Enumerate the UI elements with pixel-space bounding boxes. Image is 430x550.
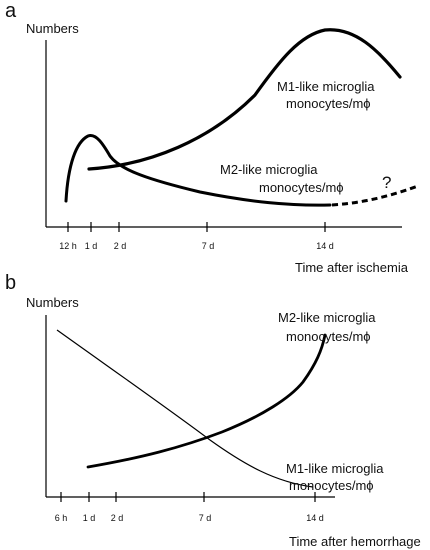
panel-a-m2-dashed-continuation — [331, 184, 419, 207]
panel-b-m1-label-line2: monocytes/mϕ — [289, 478, 374, 493]
panel-b-tick-label: 14 d — [306, 513, 324, 523]
panel-b: b Numbers 6 h 1 d 2 d 7 d 14 d Time afte… — [5, 272, 421, 549]
panel-a-letter: a — [5, 0, 17, 22]
panel-a-tick-label: 1 d — [85, 241, 98, 251]
panel-b-tick-label: 7 d — [199, 513, 212, 523]
panel-a-m2-label-line1: M2-like microglia — [220, 162, 318, 177]
panel-b-m1-label-line1: M1-like microglia — [286, 461, 384, 476]
panel-b-tick-label: 1 d — [83, 513, 96, 523]
panel-b-m2-label-line1: M2-like microglia — [278, 310, 376, 325]
panel-b-y-axis-label: Numbers — [26, 295, 79, 310]
panel-a-m1-curve — [87, 28, 402, 171]
panel-a: a Numbers 12 h 1 d 2 d 7 d 14 d Time aft… — [5, 0, 419, 275]
panel-b-m2-curve — [86, 333, 327, 469]
panel-a-tick-label: 7 d — [202, 241, 215, 251]
panel-a-tick-label: 2 d — [114, 241, 127, 251]
panel-a-tick-label: 12 h — [59, 241, 77, 251]
panel-b-x-axis-label: Time after hemorrhage — [289, 534, 421, 549]
panel-a-question-mark: ? — [382, 173, 391, 192]
panel-a-m2-label-line2: monocytes/mϕ — [259, 180, 344, 195]
panel-a-y-axis-label: Numbers — [26, 21, 79, 36]
panel-a-m1-label-line2: monocytes/mϕ — [286, 96, 371, 111]
panel-b-letter: b — [5, 272, 16, 294]
panel-b-m1-curve — [56, 329, 314, 488]
panel-b-tick-label: 2 d — [111, 513, 124, 523]
panel-a-x-axis-label: Time after ischemia — [295, 260, 409, 275]
panel-a-m2-curve — [64, 134, 332, 207]
panel-a-m1-label-line1: M1-like microglia — [277, 79, 375, 94]
panel-a-tick-label: 14 d — [316, 241, 334, 251]
panel-b-m2-label-line2: monocytes/mϕ — [286, 329, 371, 344]
panel-b-tick-label: 6 h — [55, 513, 68, 523]
